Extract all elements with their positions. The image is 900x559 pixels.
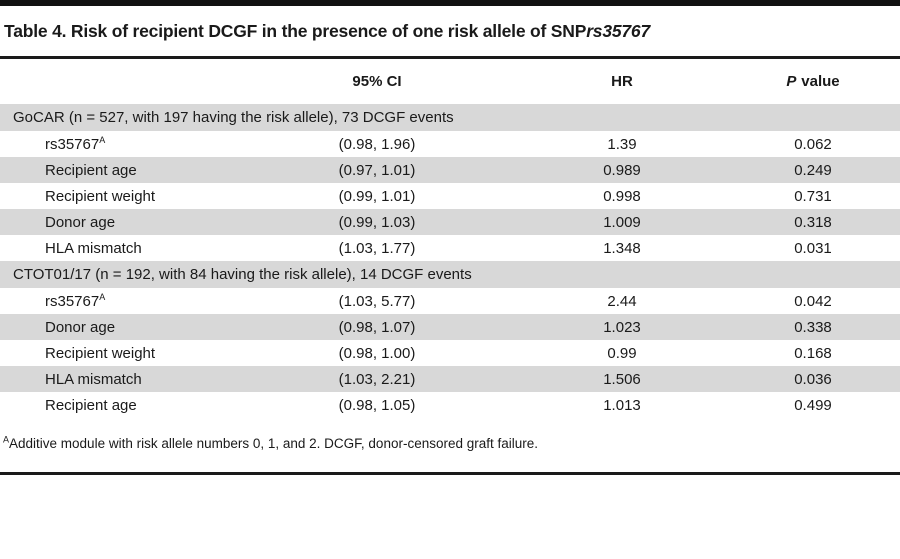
cell-label: Recipient age [0, 157, 236, 183]
data-table: 95% CI HR P value GoCAR (n = 527, with 1… [0, 59, 900, 418]
table-row: HLA mismatch (1.03, 2.21) 1.506 0.036 [0, 366, 900, 392]
cell-hr: 1.013 [603, 396, 641, 414]
column-header-label [0, 59, 236, 104]
table-row: Donor age (0.99, 1.03) 1.009 0.318 [0, 209, 900, 235]
column-header-row: 95% CI HR P value [0, 59, 900, 104]
table-title-text: Table 4. Risk of recipient DCGF in the p… [4, 20, 587, 41]
cell-label: HLA mismatch [0, 366, 236, 392]
cell-ci: (0.98, 1.96) [338, 135, 416, 153]
row-label-superscript: A [99, 291, 106, 302]
cell-hr: 2.44 [607, 292, 637, 310]
row-label-text: Recipient age [45, 396, 137, 414]
footnote-text: Additive module with risk allele numbers… [9, 436, 539, 451]
cell-hr: 1.023 [518, 314, 726, 340]
cell-label: rs35767A [0, 131, 236, 157]
cell-ci: (1.03, 1.77) [338, 239, 416, 257]
cell-label: Donor age [0, 314, 236, 340]
cell-p: 0.168 [794, 344, 832, 362]
table-row: rs35767A (0.98, 1.96) 1.39 0.062 [0, 131, 900, 157]
section-header-row: CTOT01/17 (n = 192, with 84 having the r… [0, 261, 900, 288]
cell-hr: 1.348 [603, 239, 641, 257]
row-label-text: HLA mismatch [45, 239, 142, 257]
cell-hr: 0.989 [518, 157, 726, 183]
bottom-rule [0, 472, 900, 475]
cell-p: 0.338 [726, 314, 900, 340]
column-header-ci: 95% CI [352, 73, 402, 90]
row-label-superscript: A [99, 134, 106, 145]
section-header-cell: GoCAR (n = 527, with 197 having the risk… [0, 104, 900, 131]
footnote: AAdditive module with risk allele number… [0, 435, 900, 453]
cell-p: 0.036 [726, 366, 900, 392]
table-row: HLA mismatch (1.03, 1.77) 1.348 0.031 [0, 235, 900, 261]
footnote-superscript: A [3, 434, 10, 445]
row-label-text: Recipient weight [45, 187, 156, 205]
cell-label: Donor age [0, 209, 236, 235]
table-row: Recipient age (0.98, 1.05) 1.013 0.499 [0, 392, 900, 418]
cell-hr: 1.009 [518, 209, 726, 235]
row-label-text: Recipient age [45, 161, 137, 179]
row-label-text: Donor age [45, 318, 116, 336]
table-row: Recipient weight (0.98, 1.00) 0.99 0.168 [0, 340, 900, 366]
cell-p: 0.249 [726, 157, 900, 183]
cell-label: rs35767A [0, 288, 236, 314]
top-rule [0, 0, 900, 6]
column-header-hr: HR [611, 73, 633, 90]
cell-ci: (0.98, 1.05) [338, 396, 416, 414]
table-row: Donor age (0.98, 1.07) 1.023 0.338 [0, 314, 900, 340]
cell-ci: (1.03, 2.21) [236, 366, 518, 392]
cell-label: Recipient age [0, 392, 236, 418]
table-row: Recipient age (0.97, 1.01) 0.989 0.249 [0, 157, 900, 183]
cell-ci: (0.99, 1.01) [338, 187, 416, 205]
table-row: Recipient weight (0.99, 1.01) 0.998 0.731 [0, 183, 900, 209]
cell-p: 0.042 [794, 292, 832, 310]
cell-p: 0.062 [794, 135, 832, 153]
row-label-text: rs35767 [45, 292, 100, 310]
table-title-snp: rs35767 [586, 20, 650, 41]
cell-label: HLA mismatch [0, 235, 236, 261]
cell-label: Recipient weight [0, 340, 236, 366]
column-header-pvalue: P value [786, 73, 840, 90]
cell-p: 0.499 [794, 396, 832, 414]
cell-ci: (0.98, 1.00) [338, 344, 416, 362]
cell-p: 0.031 [794, 239, 832, 257]
cell-hr: 1.506 [518, 366, 726, 392]
cell-hr: 0.99 [607, 344, 637, 362]
row-label-text: Donor age [45, 213, 116, 231]
cell-ci: (1.03, 5.77) [338, 292, 416, 310]
row-label-text: Recipient weight [45, 344, 156, 362]
cell-label: Recipient weight [0, 183, 236, 209]
header-top-rule [0, 56, 900, 59]
cell-p: 0.731 [794, 187, 832, 205]
cell-hr: 0.998 [603, 187, 641, 205]
cell-hr: 1.39 [607, 135, 637, 153]
table-row: rs35767A (1.03, 5.77) 2.44 0.042 [0, 288, 900, 314]
section-header-cell: CTOT01/17 (n = 192, with 84 having the r… [0, 261, 900, 288]
row-label-text: HLA mismatch [45, 370, 142, 388]
cell-ci: (0.97, 1.01) [236, 157, 518, 183]
section-header-row: GoCAR (n = 527, with 197 having the risk… [0, 104, 900, 131]
cell-p: 0.318 [726, 209, 900, 235]
table-title: Table 4. Risk of recipient DCGF in the p… [0, 6, 900, 56]
cell-ci: (0.98, 1.07) [236, 314, 518, 340]
row-label-text: rs35767 [45, 135, 100, 153]
cell-ci: (0.99, 1.03) [236, 209, 518, 235]
